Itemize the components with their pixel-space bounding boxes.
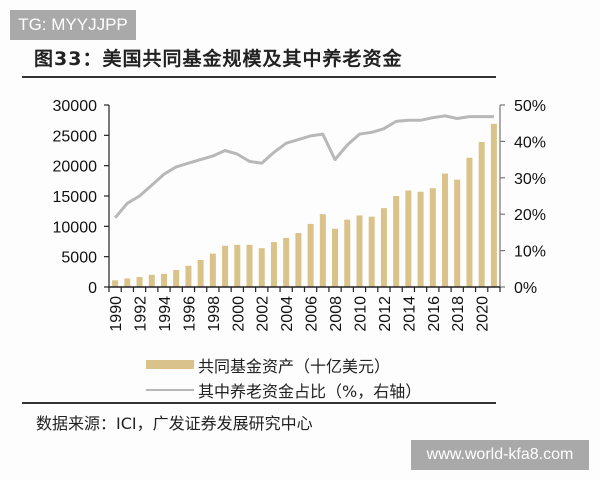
legend-label: 共同基金资产（十亿美元） <box>198 356 391 376</box>
x-axis-tick-label: 1996 <box>181 296 198 332</box>
bar-2021 <box>490 123 497 287</box>
bar-1999 <box>222 245 229 287</box>
x-axis-tick-label: 2012 <box>377 296 394 332</box>
bar-2012 <box>380 208 387 287</box>
x-axis-tick-label: 2006 <box>304 296 321 332</box>
bar-2019 <box>466 157 473 287</box>
x-axis-tick-label: 2014 <box>401 296 418 332</box>
right-axis-tick-label: 40% <box>514 134 546 151</box>
right-axis-tick-label: 0% <box>514 280 537 297</box>
bar-2001 <box>246 244 253 287</box>
bar-2002 <box>258 248 265 287</box>
line-swatch-icon <box>146 388 194 391</box>
bar-2013 <box>393 196 400 287</box>
right-axis-tick-label: 10% <box>514 244 546 261</box>
x-axis-tick-label: 2008 <box>328 296 345 332</box>
pension-share-line <box>113 114 494 219</box>
left-axis-tick-label: 20000 <box>53 159 98 176</box>
left-axis-tick-label: 15000 <box>53 189 98 206</box>
bar-2017 <box>442 173 449 287</box>
left-axis-tick-label: 25000 <box>53 128 98 145</box>
left-axis-tick-label: 0 <box>88 280 97 297</box>
x-axis-tick-label: 1998 <box>206 296 223 332</box>
bar-2011 <box>368 216 375 287</box>
source-note: 数据来源：ICI，广发证券发展研究中心 <box>36 414 313 433</box>
bar-1995 <box>173 270 180 287</box>
bar-2007 <box>319 214 326 287</box>
bar-1993 <box>148 274 155 287</box>
x-axis-tick-label: 2010 <box>352 296 369 332</box>
bar-2008 <box>332 228 339 287</box>
x-axis-tick-label: 1990 <box>108 296 125 332</box>
bar-1992 <box>136 276 143 287</box>
bar-2018 <box>454 179 461 287</box>
left-axis-tick-label: 5000 <box>61 250 97 267</box>
right-axis-tick-label: 30% <box>514 171 546 188</box>
watermark-top: TG: MYYJJPP <box>10 10 136 40</box>
bar-2003 <box>270 242 277 287</box>
bar-2014 <box>405 190 412 287</box>
left-axis-tick-label: 10000 <box>53 219 98 236</box>
bar-2000 <box>234 244 241 287</box>
title-divider <box>22 76 496 78</box>
bar-1990 <box>112 280 119 287</box>
x-axis-tick-label: 2020 <box>475 296 492 332</box>
bar-2015 <box>417 191 424 287</box>
x-axis-tick-label: 2016 <box>426 296 443 332</box>
bar-swatch-icon <box>146 360 194 369</box>
bar-2005 <box>295 233 302 287</box>
watermark-bottom: www.world-kfa8.com <box>411 440 589 470</box>
right-axis-tick-label: 20% <box>514 207 546 224</box>
bar-2006 <box>307 223 314 287</box>
bar-2010 <box>356 215 363 287</box>
legend-item-line: 其中养老资金占比（%，右轴） <box>146 377 421 402</box>
bar-1994 <box>160 273 167 287</box>
legend-item-bar: 共同基金资产（十亿美元） <box>146 352 421 377</box>
legend: 共同基金资产（十亿美元） 其中养老资金占比（%，右轴） <box>146 352 421 402</box>
x-axis-tick-label: 2004 <box>279 296 296 332</box>
legend-label: 其中养老资金占比（%，右轴） <box>198 381 422 401</box>
bar-1996 <box>185 265 192 287</box>
x-axis-tick-label: 1994 <box>157 296 174 332</box>
x-axis-tick-label: 1992 <box>133 296 150 332</box>
bar-2016 <box>429 188 436 287</box>
figure-title: 图33：美国共同基金规模及其中养老资金 <box>34 48 403 70</box>
bar-1998 <box>209 253 216 287</box>
x-axis-tick-label: 2018 <box>450 296 467 332</box>
chart-area: 0 5000 10000 15000 20000 25000 30000 0% 10% 20% 30… <box>53 98 547 332</box>
x-axis-tick-label: 2002 <box>255 296 272 332</box>
x-axis-tick-label: 2000 <box>230 296 247 332</box>
left-axis-tick-label: 30000 <box>53 98 98 115</box>
source-divider <box>22 402 496 404</box>
bar-1997 <box>197 260 204 287</box>
bar-1991 <box>124 278 131 287</box>
bar-2020 <box>478 142 485 287</box>
bar-2004 <box>283 237 290 287</box>
right-axis-tick-label: 50% <box>514 98 546 115</box>
bar-2009 <box>344 219 351 287</box>
